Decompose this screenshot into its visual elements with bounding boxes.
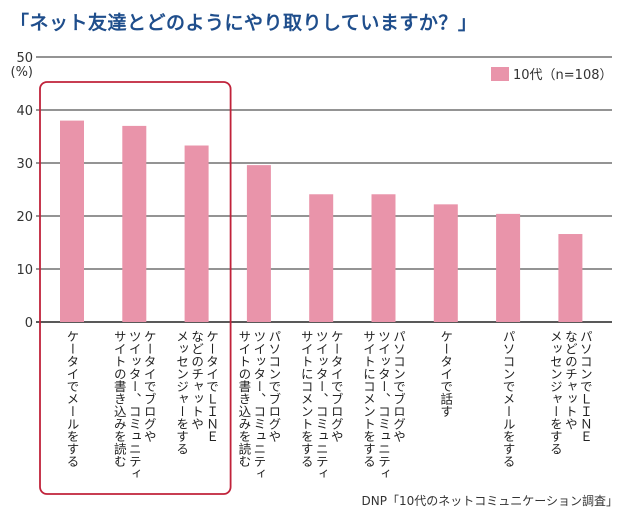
category-label: パソコンでメールをする xyxy=(501,330,516,468)
bar xyxy=(309,194,334,322)
category-label: などのチャットや xyxy=(189,330,204,430)
chart-title: 「ネット友達とどのようにやり取りしていますか？」 xyxy=(10,12,478,34)
category-label: パソコンでＬＩＮＥ xyxy=(578,330,593,443)
y-tick-label: 30 xyxy=(16,157,33,172)
legend-swatch xyxy=(491,67,509,81)
category-label: ケータイでメールをする xyxy=(65,330,80,468)
category-label: などのチャットや xyxy=(563,330,578,430)
category-label: サイトの書き込みを読む xyxy=(112,330,127,468)
y-tick-label: 20 xyxy=(16,210,33,225)
y-tick-label: 50 xyxy=(16,51,33,66)
category-label: ツイッター、コミュニティ xyxy=(251,330,266,480)
bar xyxy=(433,204,458,322)
category-label: ツイッター、コミュニティ xyxy=(314,330,329,480)
category-label: メッセンジャーをする xyxy=(174,330,189,455)
bar xyxy=(184,145,209,322)
category-label: ツイッター、コミュニティ xyxy=(127,330,142,480)
category-label: ケータイでブログや xyxy=(329,330,344,443)
category-label: ケータイで話す xyxy=(438,330,453,418)
category-label: パソコンでブログや xyxy=(266,330,281,443)
source-note: DNP「10代のネットコミュニケーション調査」 xyxy=(361,494,618,508)
category-label: ケータイでＬＩＮＥ xyxy=(204,330,219,443)
bar xyxy=(246,165,271,322)
y-tick-label: 0 xyxy=(25,316,33,331)
category-label: サイトの書き込みを読む xyxy=(236,330,251,468)
bar xyxy=(496,213,521,322)
bar xyxy=(60,120,84,322)
category-label: サイトにコメントをする xyxy=(299,330,314,468)
category-label: パソコンでブログや xyxy=(391,330,406,443)
highlight-box xyxy=(39,81,232,495)
bar xyxy=(558,234,583,322)
y-tick-label: 40 xyxy=(16,104,33,119)
legend-label: 10代（n=108） xyxy=(513,68,613,83)
category-label: ケータイでブログや xyxy=(142,330,157,443)
bar xyxy=(122,125,147,323)
y-tick-label: 10 xyxy=(16,263,33,278)
bar xyxy=(371,194,396,322)
y-axis-unit: (%) xyxy=(11,65,34,80)
category-label: ツイッター、コミュニティ xyxy=(376,330,391,480)
category-label: サイトにコメントをする xyxy=(361,330,376,468)
category-label: メッセンジャーをする xyxy=(548,330,563,455)
